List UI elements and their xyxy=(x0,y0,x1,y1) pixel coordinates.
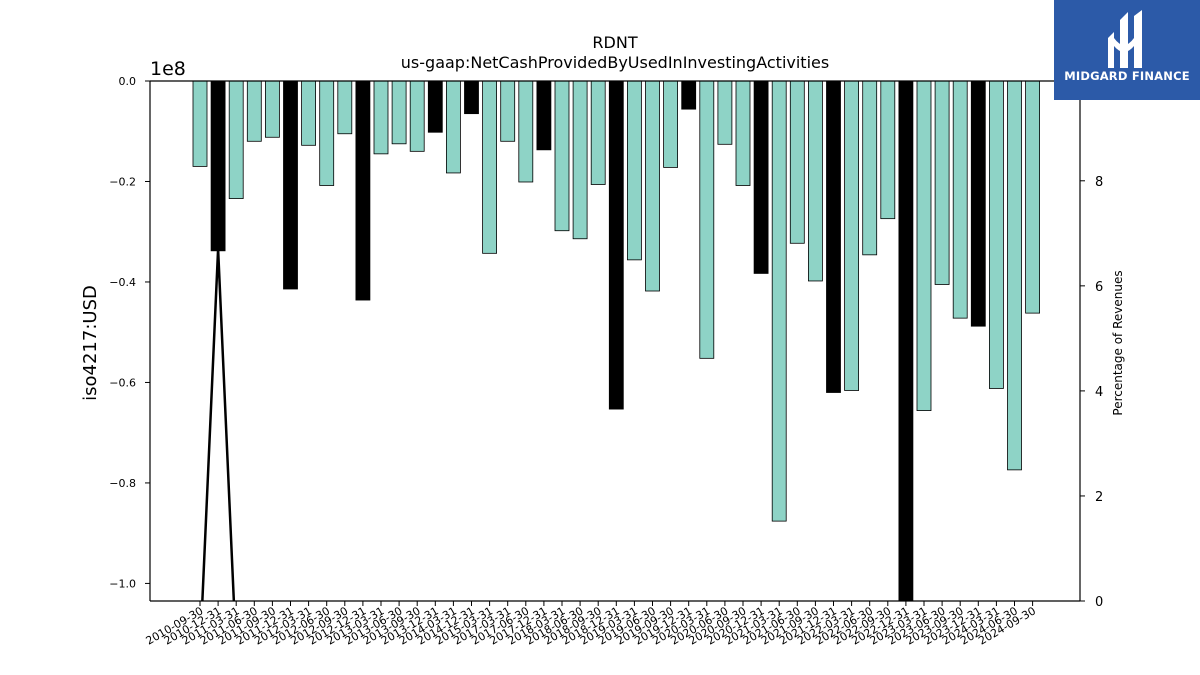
y2-tick-label: 2 xyxy=(1095,490,1103,505)
y-scale-label: 1e8 xyxy=(150,58,186,80)
y-tick-label: −0.2 xyxy=(109,175,136,188)
y-tick-label: −0.8 xyxy=(109,477,136,490)
bar-2013-09-30 xyxy=(409,80,425,152)
bar-2019-09-30 xyxy=(663,80,678,168)
y-tick-label: −0.6 xyxy=(109,376,136,389)
bar-2012-03-31 xyxy=(301,80,317,146)
bar-2017-06-30 xyxy=(518,80,534,183)
y2-tick-label: 6 xyxy=(1095,280,1103,295)
bar-2018-06-30 xyxy=(572,80,588,240)
bar-2011-03-31 xyxy=(228,80,244,199)
bar-2017-12-31 xyxy=(536,80,552,151)
bar-2014-12-31 xyxy=(464,80,479,115)
bar-2012-06-30 xyxy=(319,80,335,186)
y2-tick-label: 8 xyxy=(1095,175,1103,190)
y2-tick-label: 4 xyxy=(1095,385,1103,400)
bar-2011-12-31 xyxy=(283,80,298,290)
bar-2019-03-31 xyxy=(627,80,642,261)
bar-2021-12-31 xyxy=(826,80,841,393)
bar-2020-03-31 xyxy=(699,80,715,359)
bar-2017-03-31 xyxy=(500,80,516,142)
bar-2020-12-31 xyxy=(753,80,769,274)
bar-2013-03-31 xyxy=(373,80,389,155)
logo-mark-icon xyxy=(1108,10,1142,68)
bar-2024-09-30 xyxy=(1025,80,1040,314)
logo-text: MIDGARD FINANCE xyxy=(1064,69,1190,83)
bar-2021-06-30 xyxy=(789,80,805,244)
bar-2013-12-31 xyxy=(427,80,443,133)
bar-2023-03-31 xyxy=(916,80,932,411)
bar-2012-09-30 xyxy=(337,80,353,135)
y-tick-label: −1.0 xyxy=(109,577,136,590)
bar-2019-06-30 xyxy=(645,80,660,292)
bar-2023-06-30 xyxy=(934,80,950,285)
bars-group xyxy=(192,80,1040,602)
y-tick-label: 0.0 xyxy=(119,75,137,88)
bar-2022-06-30 xyxy=(862,80,878,256)
bar-2014-03-31 xyxy=(445,80,461,174)
bar-2023-09-30 xyxy=(952,80,968,319)
bar-2024-03-31 xyxy=(989,80,1004,389)
bar-2011-09-30 xyxy=(264,80,280,138)
revenue-percentage-line xyxy=(201,249,236,601)
bar-2018-09-30 xyxy=(590,80,606,185)
brand-logo: MIDGARD FINANCE xyxy=(1054,0,1200,100)
bar-2024-06-30 xyxy=(1007,80,1022,471)
y-axis-label: iso4217:USD xyxy=(80,285,101,401)
bar-2022-03-31 xyxy=(844,80,859,391)
bar-2018-03-31 xyxy=(554,80,570,232)
chart-title: RDNT xyxy=(592,33,637,52)
y-tick-label: −0.4 xyxy=(109,276,136,289)
bar-2022-12-31 xyxy=(898,80,914,602)
bar-2015-03-31 xyxy=(482,80,498,254)
chart-subtitle: us-gaap:NetCashProvidedByUsedInInvesting… xyxy=(401,53,829,72)
y2-axis-label: Percentage of Revenues xyxy=(1111,270,1125,415)
line-group xyxy=(201,249,236,601)
bar-2020-06-30 xyxy=(717,80,733,145)
bar-2010-09-30 xyxy=(192,80,208,167)
axes-group: 0.0−0.2−0.4−0.6−0.8−1.0024682010-09-3020… xyxy=(109,75,1103,648)
bar-2010-12-31 xyxy=(210,80,226,252)
y2-tick-label: 0 xyxy=(1095,595,1103,610)
bar-2021-09-30 xyxy=(808,80,823,282)
bar-2023-12-31 xyxy=(970,80,986,327)
bar-2019-12-31 xyxy=(681,80,697,110)
bar-2022-09-30 xyxy=(880,80,896,220)
bar-2012-12-31 xyxy=(355,80,371,301)
bar-2020-09-30 xyxy=(735,80,751,186)
bar-2021-03-31 xyxy=(771,80,787,522)
bar-2011-06-30 xyxy=(246,80,262,142)
bar-2018-12-31 xyxy=(608,80,624,410)
bar-2013-06-30 xyxy=(391,80,407,145)
